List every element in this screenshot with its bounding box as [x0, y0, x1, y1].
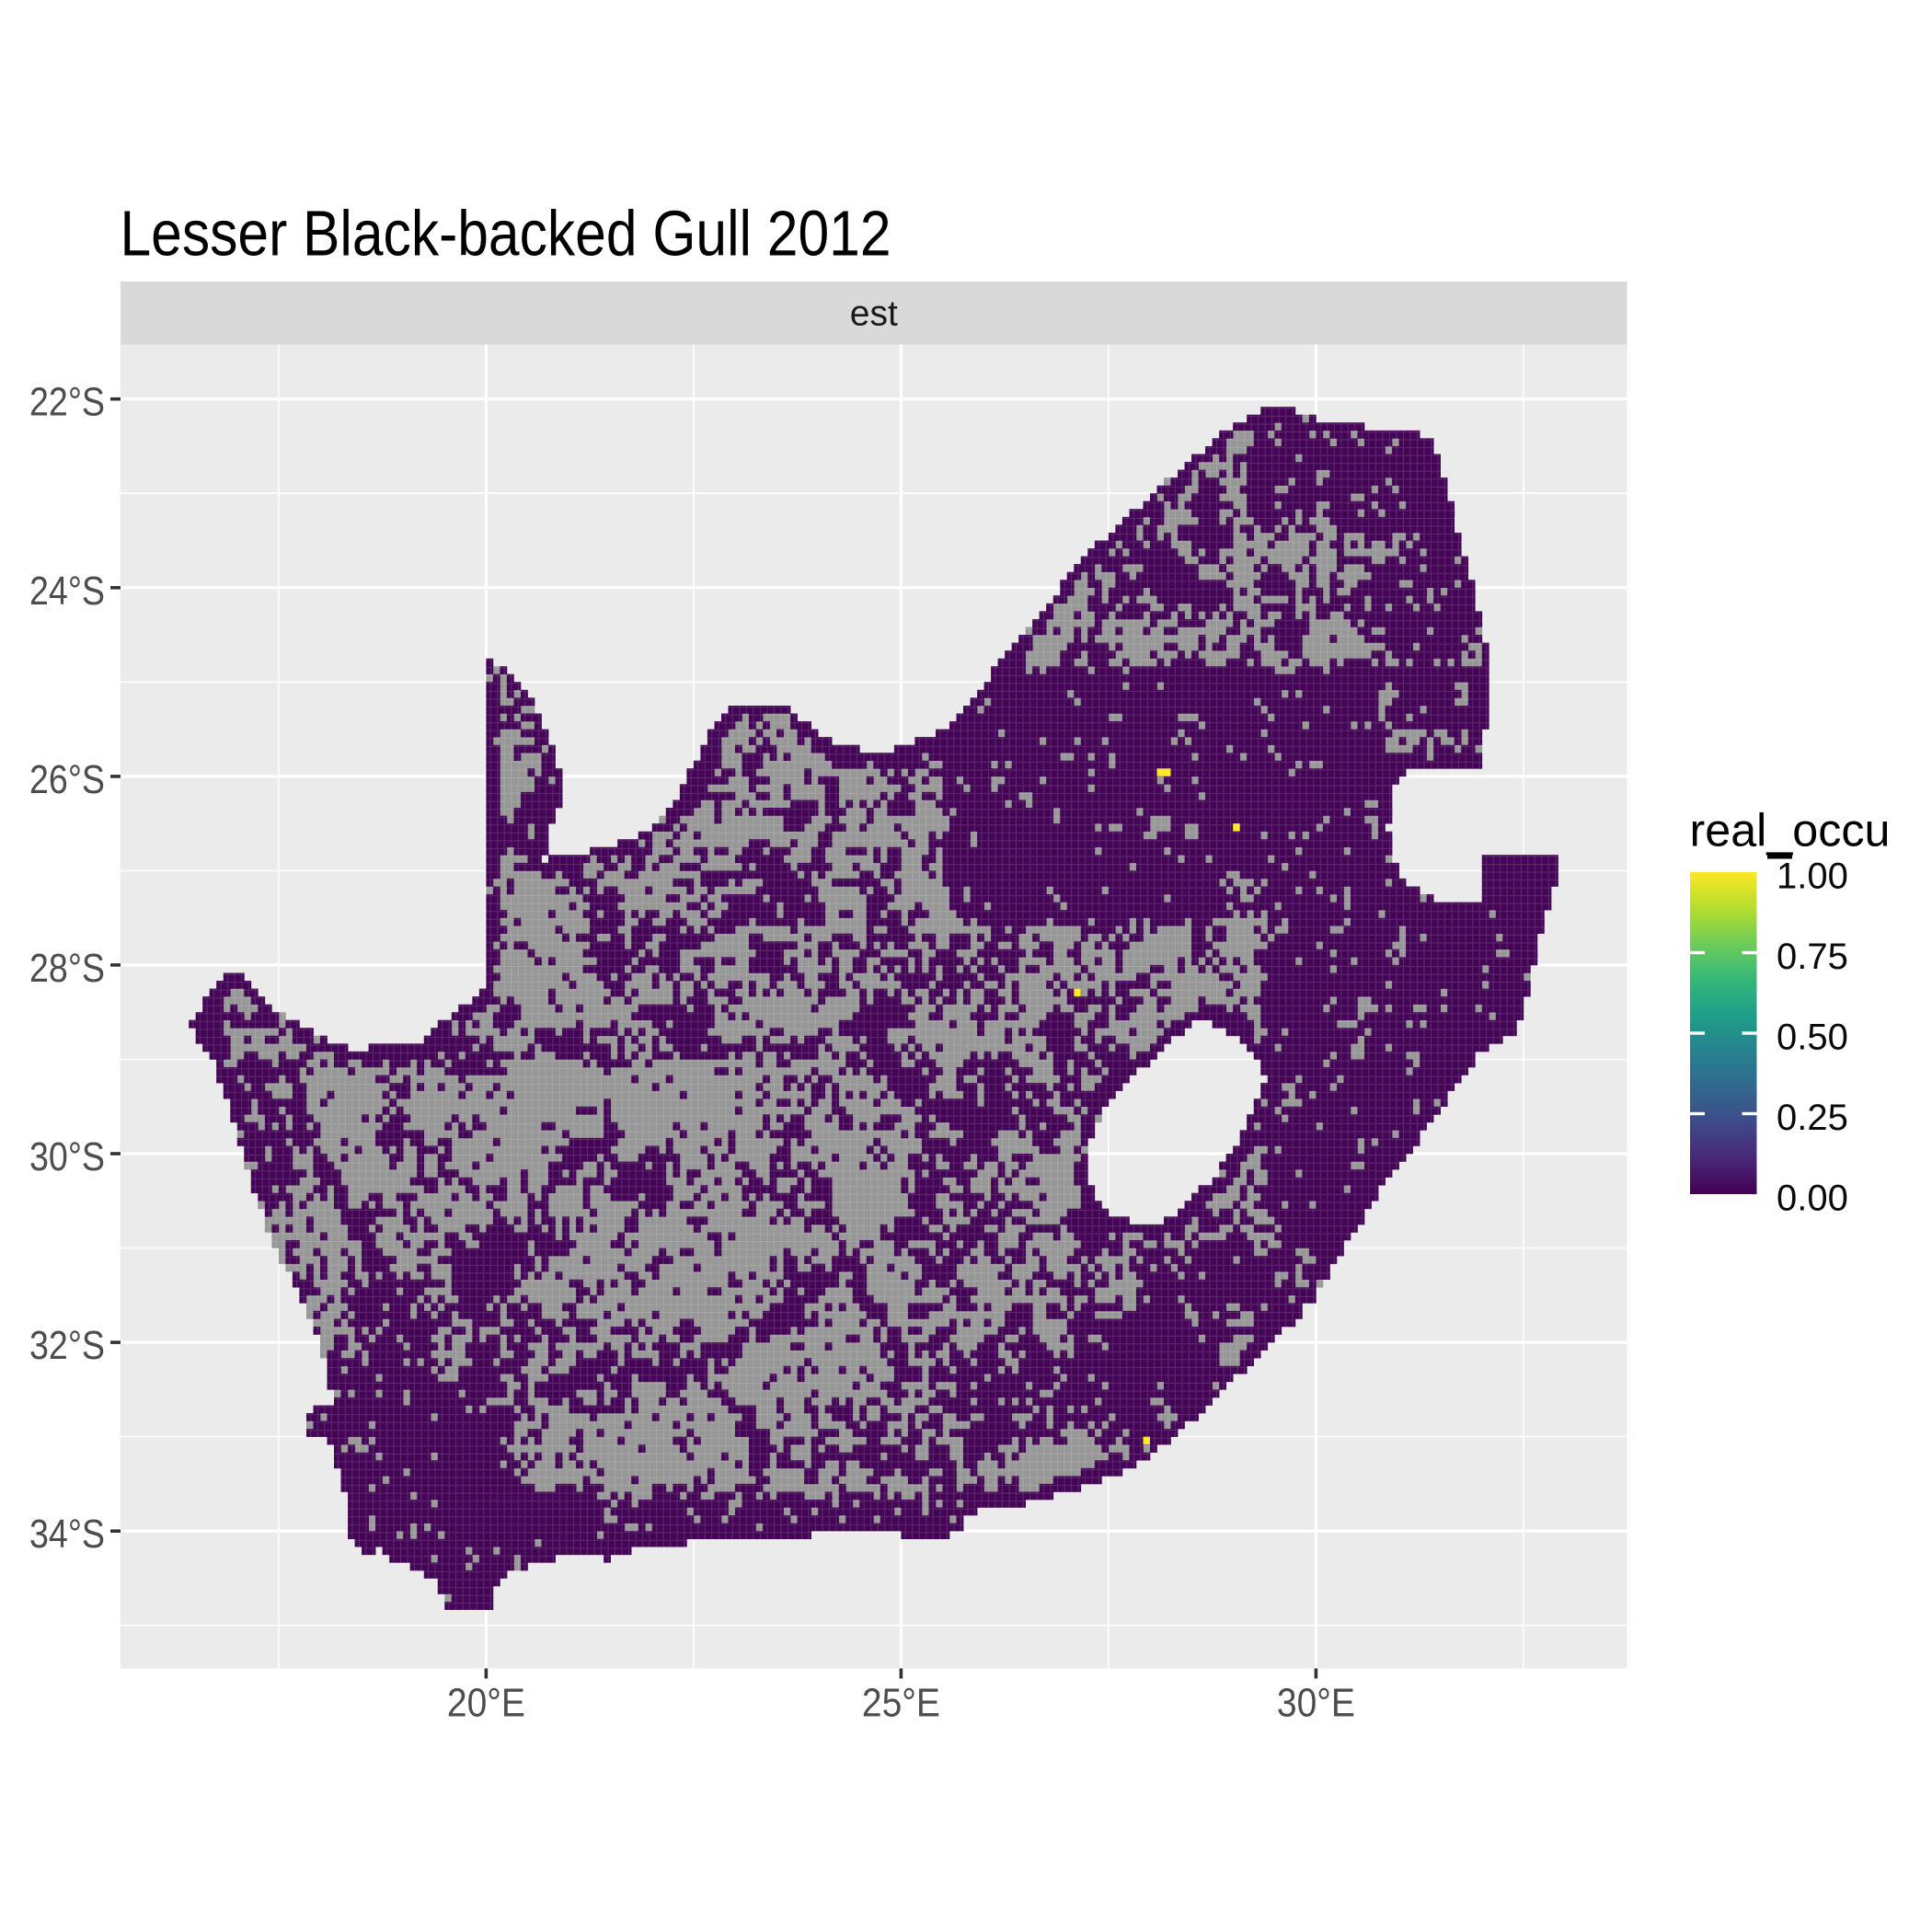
svg-text:0.00: 0.00 — [1777, 1179, 1848, 1219]
svg-text:34°S: 34°S — [29, 1512, 105, 1557]
svg-text:22°S: 22°S — [29, 380, 105, 425]
svg-text:30°E: 30°E — [1277, 1680, 1355, 1725]
svg-text:25°E: 25°E — [862, 1680, 940, 1725]
svg-text:0.75: 0.75 — [1777, 937, 1848, 977]
svg-text:Lesser Black-backed Gull 2012: Lesser Black-backed Gull 2012 — [121, 198, 891, 270]
svg-text:1.00: 1.00 — [1777, 857, 1848, 897]
svg-text:0.25: 0.25 — [1777, 1098, 1848, 1138]
svg-text:0.50: 0.50 — [1777, 1018, 1848, 1058]
svg-text:28°S: 28°S — [29, 946, 105, 991]
svg-text:24°S: 24°S — [29, 569, 105, 614]
svg-text:32°S: 32°S — [29, 1323, 105, 1368]
svg-text:real_occu: real_occu — [1690, 805, 1891, 857]
svg-text:26°S: 26°S — [29, 757, 105, 802]
svg-text:30°S: 30°S — [29, 1134, 105, 1179]
svg-text:est: est — [850, 294, 898, 334]
svg-text:20°E: 20°E — [447, 1680, 525, 1725]
